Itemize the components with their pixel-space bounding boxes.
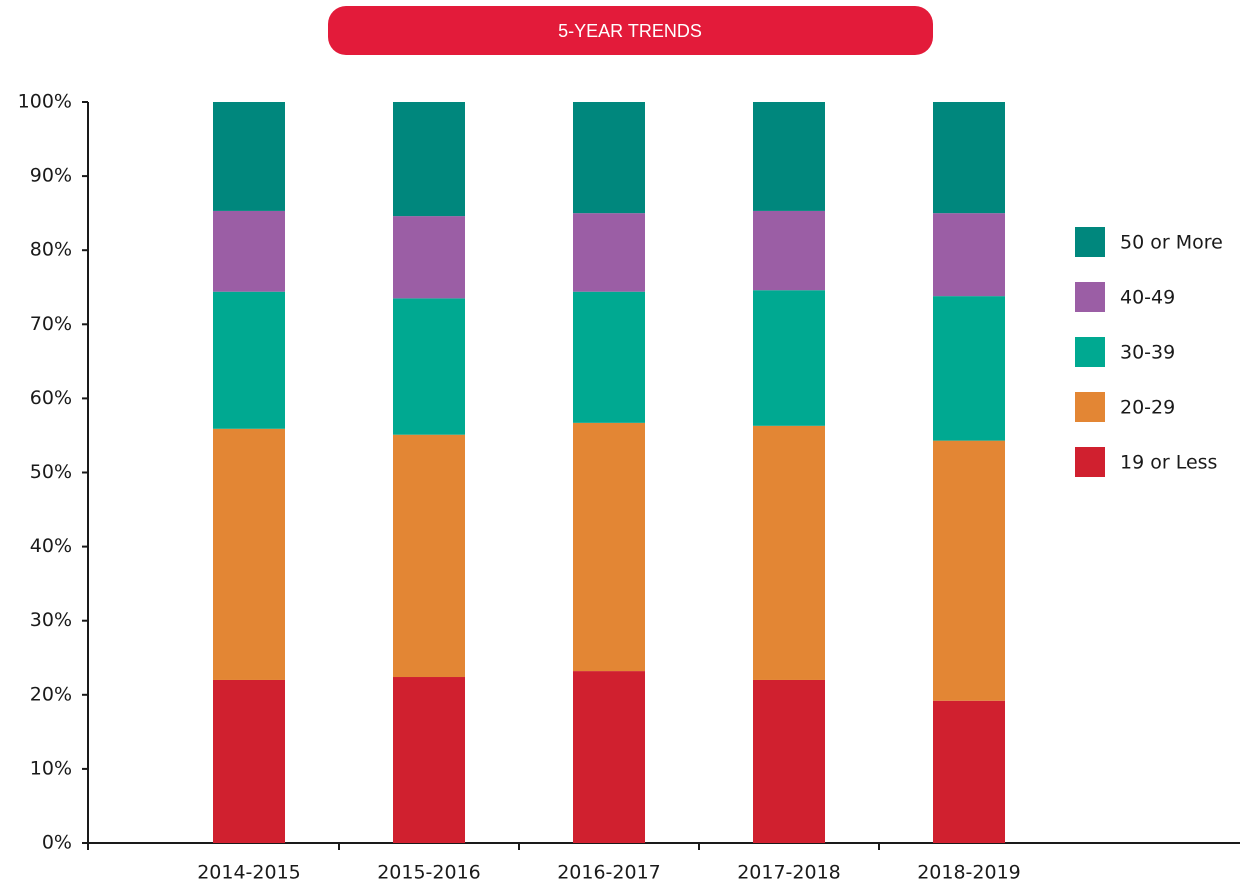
x-tick-label: 2015-2016 bbox=[377, 862, 481, 884]
legend-label: 30-39 bbox=[1120, 342, 1175, 364]
bar-segment bbox=[393, 216, 465, 299]
legend-swatch bbox=[1075, 447, 1105, 477]
legend-swatch bbox=[1075, 282, 1105, 312]
bar-segment bbox=[573, 213, 645, 292]
y-tick-label: 70% bbox=[30, 313, 72, 335]
y-tick-label: 60% bbox=[30, 387, 72, 409]
legend-label: 20-29 bbox=[1120, 397, 1175, 419]
bar-segment bbox=[573, 291, 645, 423]
legend-label: 40-49 bbox=[1120, 287, 1175, 309]
y-tick-label: 10% bbox=[30, 757, 72, 779]
y-tick-label: 80% bbox=[30, 239, 72, 261]
chart-title: 5-YEAR TRENDS bbox=[558, 21, 702, 41]
bar-segment bbox=[573, 671, 645, 843]
y-tick-label: 30% bbox=[30, 609, 72, 631]
legend-swatch bbox=[1075, 227, 1105, 257]
bar-segment bbox=[213, 428, 285, 680]
x-tick-label: 2018-2019 bbox=[917, 862, 1021, 884]
x-tick-label: 2017-2018 bbox=[737, 862, 841, 884]
bar-segment bbox=[933, 440, 1005, 701]
bar-segment bbox=[393, 677, 465, 843]
bar-segment bbox=[213, 291, 285, 429]
bar-segment bbox=[933, 102, 1005, 214]
x-tick-label: 2014-2015 bbox=[197, 862, 301, 884]
legend-swatch bbox=[1075, 337, 1105, 367]
bar-segment bbox=[213, 210, 285, 292]
bar-segment bbox=[213, 679, 285, 843]
legend-label: 50 or More bbox=[1120, 232, 1223, 254]
y-tick-label: 100% bbox=[18, 91, 72, 113]
y-tick-label: 90% bbox=[30, 165, 72, 187]
bar-segment bbox=[753, 679, 825, 843]
bar-segment bbox=[933, 296, 1005, 441]
bar-segment bbox=[933, 700, 1005, 843]
y-tick-label: 50% bbox=[30, 461, 72, 483]
legend-swatch bbox=[1075, 392, 1105, 422]
bar-segment bbox=[933, 213, 1005, 297]
title-banner bbox=[328, 6, 933, 55]
y-tick-label: 0% bbox=[42, 832, 72, 854]
bar-segment bbox=[753, 290, 825, 426]
y-tick-label: 40% bbox=[30, 535, 72, 557]
bar-segment bbox=[573, 102, 645, 214]
bar-segment bbox=[393, 298, 465, 435]
bar-segment bbox=[753, 425, 825, 680]
bar-segment bbox=[753, 102, 825, 211]
bar-segment bbox=[753, 210, 825, 291]
bar-segment bbox=[573, 422, 645, 672]
x-tick-label: 2016-2017 bbox=[557, 862, 661, 884]
bar-segment bbox=[393, 102, 465, 217]
bar-segment bbox=[393, 434, 465, 678]
bar-segment bbox=[213, 102, 285, 211]
legend-label: 19 or Less bbox=[1120, 452, 1217, 474]
y-tick-label: 20% bbox=[30, 683, 72, 705]
